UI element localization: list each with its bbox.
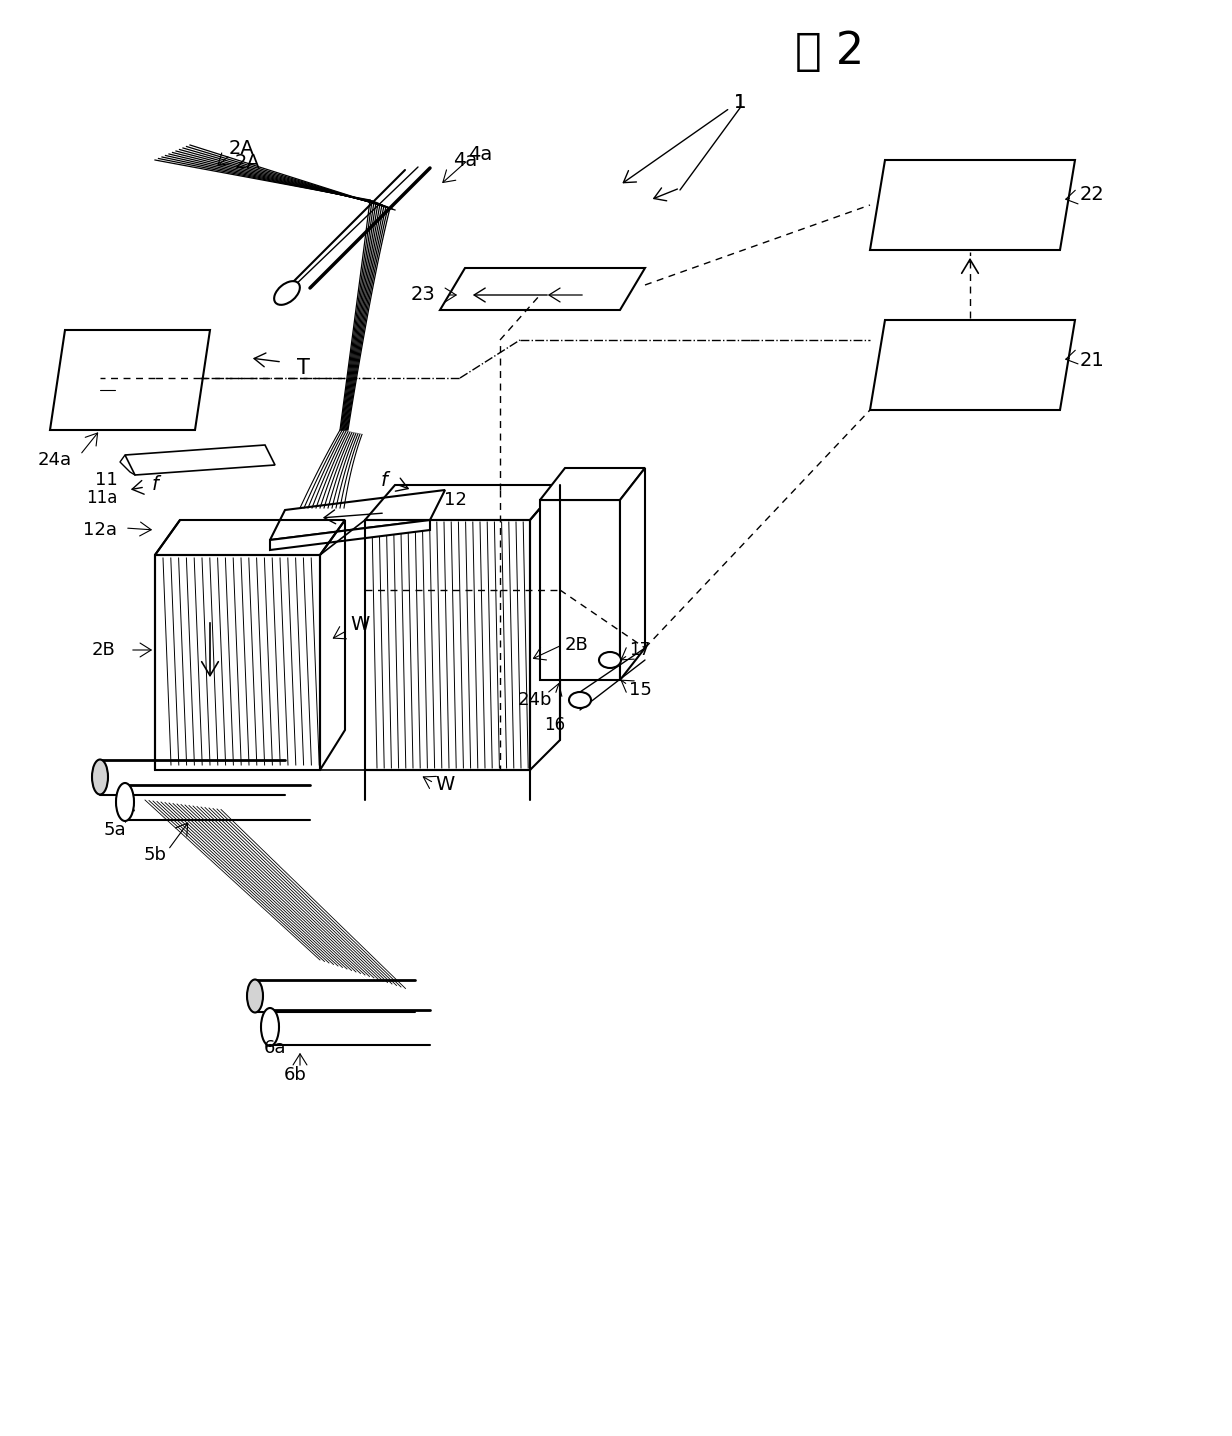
Text: 17: 17 xyxy=(630,640,650,659)
Polygon shape xyxy=(270,520,430,550)
Text: 1: 1 xyxy=(734,92,747,112)
Text: 4a: 4a xyxy=(468,145,492,165)
Text: 12: 12 xyxy=(444,491,467,508)
Text: W: W xyxy=(435,775,455,794)
Text: 1: 1 xyxy=(734,92,747,112)
Text: 22: 22 xyxy=(1080,185,1105,204)
Text: 21: 21 xyxy=(1080,350,1105,369)
Text: 5b: 5b xyxy=(143,846,166,864)
Ellipse shape xyxy=(599,652,621,668)
Text: 6b: 6b xyxy=(283,1066,307,1084)
Ellipse shape xyxy=(569,692,591,708)
Text: f: f xyxy=(152,475,159,494)
Text: 12a: 12a xyxy=(83,521,117,538)
Polygon shape xyxy=(620,468,646,681)
Text: 11: 11 xyxy=(95,471,118,490)
Ellipse shape xyxy=(92,760,108,794)
Text: 24b: 24b xyxy=(517,691,552,709)
Text: 2B: 2B xyxy=(91,640,115,659)
Text: 6a: 6a xyxy=(264,1040,286,1057)
Polygon shape xyxy=(540,500,620,681)
Text: 11a: 11a xyxy=(86,490,118,507)
Ellipse shape xyxy=(261,1008,278,1045)
Ellipse shape xyxy=(246,979,262,1012)
Text: 16: 16 xyxy=(545,717,565,734)
Text: 2A: 2A xyxy=(234,152,260,171)
Text: 23: 23 xyxy=(410,286,435,304)
Text: 2A: 2A xyxy=(229,138,255,158)
Text: 4a: 4a xyxy=(453,151,477,169)
Text: 5a: 5a xyxy=(103,821,127,839)
Text: 图 2: 图 2 xyxy=(796,30,865,73)
Text: f: f xyxy=(381,471,387,490)
Text: 15: 15 xyxy=(628,681,652,699)
Text: T: T xyxy=(297,358,309,378)
Text: W: W xyxy=(350,616,370,635)
Ellipse shape xyxy=(116,783,134,821)
Text: 2B: 2B xyxy=(565,636,589,653)
Ellipse shape xyxy=(275,281,299,304)
Text: 24a: 24a xyxy=(38,451,71,470)
Polygon shape xyxy=(270,490,445,540)
Polygon shape xyxy=(540,468,646,500)
